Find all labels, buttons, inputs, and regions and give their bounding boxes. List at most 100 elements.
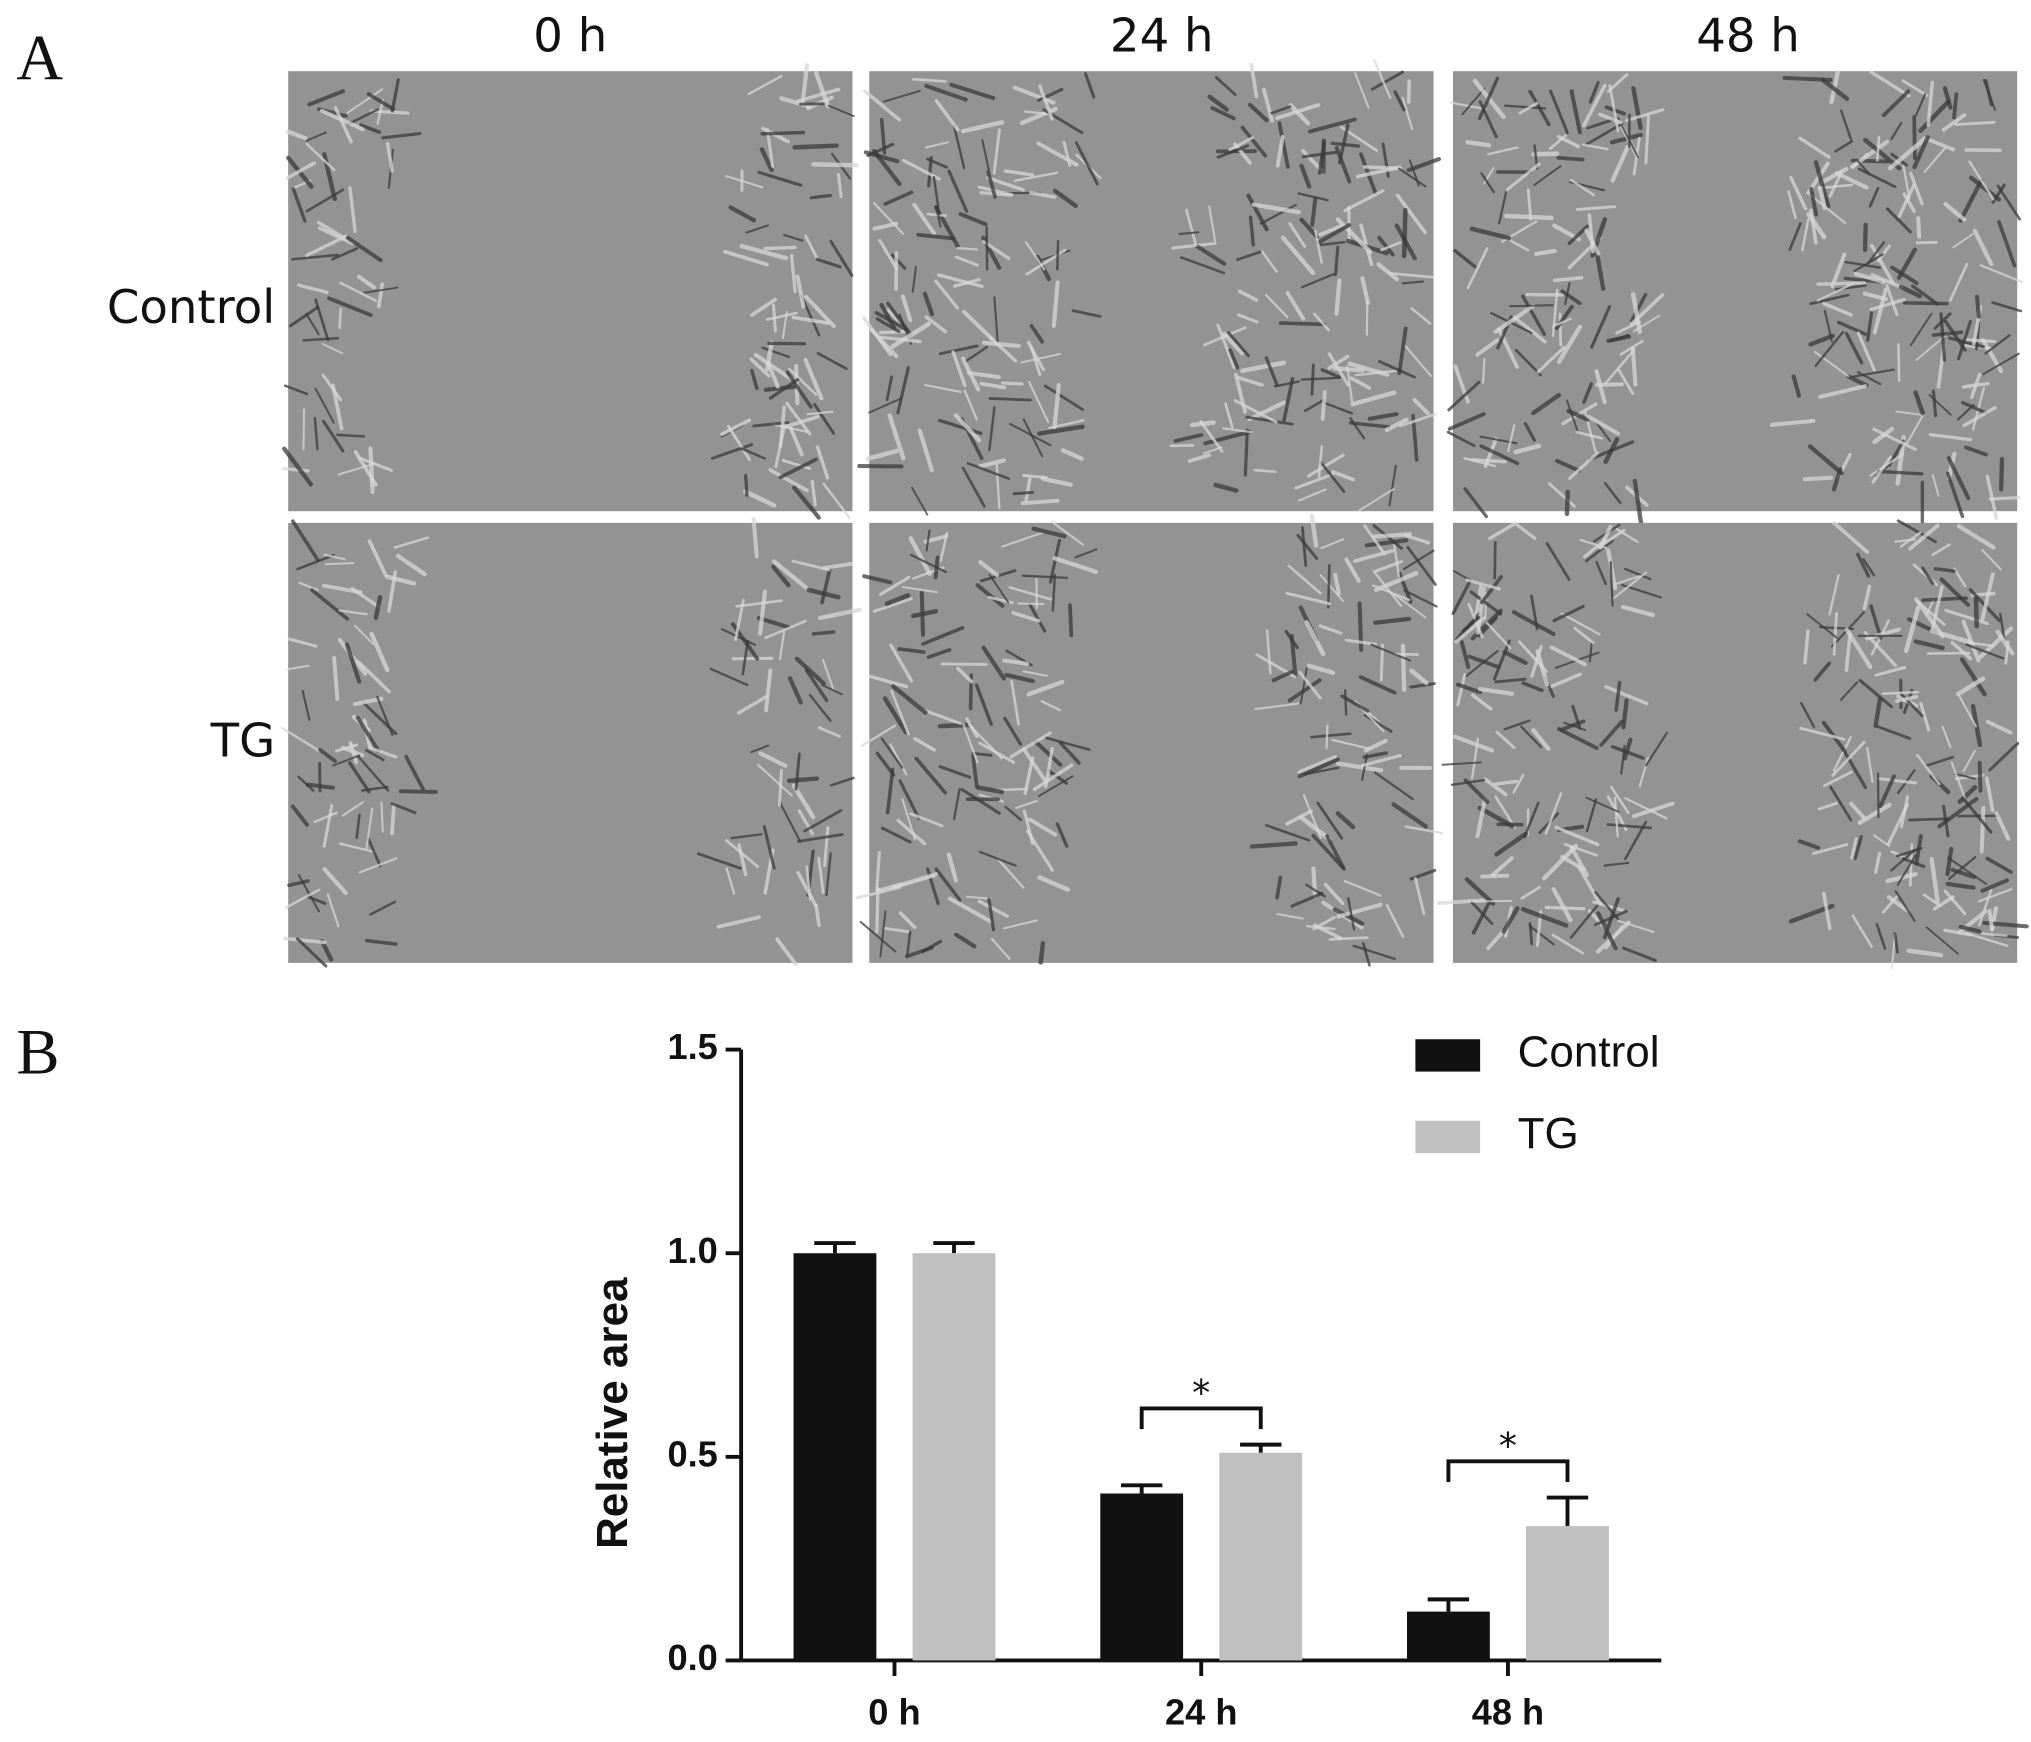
cell <box>788 367 818 396</box>
cell <box>806 410 834 416</box>
cell <box>1594 248 1606 291</box>
cell <box>1467 654 1500 669</box>
cell <box>962 722 979 764</box>
cell <box>822 659 835 691</box>
cell <box>1323 882 1345 906</box>
cell <box>778 405 786 448</box>
cell <box>319 108 365 132</box>
cell <box>313 417 319 451</box>
cell <box>1373 571 1419 593</box>
cell <box>1271 669 1295 683</box>
cell <box>1022 809 1035 845</box>
cell <box>373 595 383 620</box>
cell <box>1856 331 1876 372</box>
cell <box>1373 616 1412 625</box>
cell <box>1284 629 1299 650</box>
cell <box>1817 801 1839 811</box>
cell <box>1401 207 1408 259</box>
cell <box>925 529 931 552</box>
cell <box>1036 141 1079 167</box>
cell <box>1885 207 1912 234</box>
cell <box>1565 399 1580 434</box>
cell <box>1950 761 1966 800</box>
cell <box>1488 522 1515 541</box>
cell <box>1954 772 1976 780</box>
cell <box>1939 577 1971 607</box>
cell <box>1853 835 1863 860</box>
cell <box>912 202 937 236</box>
cell <box>896 366 910 415</box>
cell <box>872 221 899 231</box>
cell <box>1797 839 1821 850</box>
cell <box>1919 701 1931 732</box>
cell <box>778 457 818 480</box>
cell <box>1943 928 1973 937</box>
cell <box>911 265 918 293</box>
cell <box>720 418 752 437</box>
cell <box>1822 891 1832 931</box>
cell <box>1003 716 1023 746</box>
cell <box>954 255 979 267</box>
cell <box>1585 798 1598 833</box>
cell <box>1563 843 1599 857</box>
cell <box>1909 171 1924 206</box>
cell <box>963 389 978 421</box>
cell <box>785 370 813 409</box>
cell <box>1259 203 1297 225</box>
cell <box>817 607 863 621</box>
cell <box>1507 424 1516 453</box>
cell <box>1594 369 1607 405</box>
x-tick-label: 24 h <box>1165 1691 1237 1732</box>
cell <box>1899 795 1910 829</box>
cell <box>1593 909 1628 927</box>
cell <box>333 106 353 144</box>
cell <box>356 274 377 290</box>
cell <box>1028 380 1050 423</box>
bar <box>1406 1611 1490 1661</box>
cell <box>1818 384 1868 399</box>
cell <box>1203 429 1252 446</box>
cell <box>745 224 770 234</box>
cell <box>1297 757 1340 779</box>
cell <box>1987 908 1994 932</box>
cell <box>1406 545 1437 586</box>
cell <box>1544 792 1563 835</box>
cell <box>1237 376 1264 387</box>
cell <box>1916 600 1946 626</box>
cell <box>1511 610 1556 637</box>
cell <box>990 937 1011 960</box>
cell <box>1552 604 1585 623</box>
cell <box>347 108 379 126</box>
cell <box>404 754 425 791</box>
cell <box>1397 167 1427 188</box>
cell <box>1931 389 1938 418</box>
cell <box>1493 303 1536 334</box>
cell <box>314 387 335 424</box>
cell <box>1958 924 1982 934</box>
cell <box>1622 946 1657 962</box>
cell <box>1523 421 1536 442</box>
cell <box>1350 390 1397 407</box>
cell <box>1331 738 1371 750</box>
cell <box>1613 575 1641 586</box>
cell <box>368 746 398 759</box>
cell <box>811 630 836 636</box>
cell <box>821 684 843 696</box>
cell <box>815 257 842 269</box>
cell <box>348 186 357 233</box>
cell <box>813 403 836 435</box>
cell <box>363 286 399 294</box>
cell <box>1333 572 1341 596</box>
cell <box>1816 281 1866 286</box>
cell <box>1454 616 1486 644</box>
cell <box>280 726 321 752</box>
cell <box>1040 700 1062 712</box>
cell <box>1872 834 1891 847</box>
cell <box>1410 307 1432 325</box>
cell <box>1856 159 1871 176</box>
cell <box>1378 360 1416 379</box>
cell <box>1985 474 1999 520</box>
legend-label: TG <box>1518 1109 1579 1158</box>
cell <box>1807 444 1844 476</box>
cell <box>286 664 310 671</box>
